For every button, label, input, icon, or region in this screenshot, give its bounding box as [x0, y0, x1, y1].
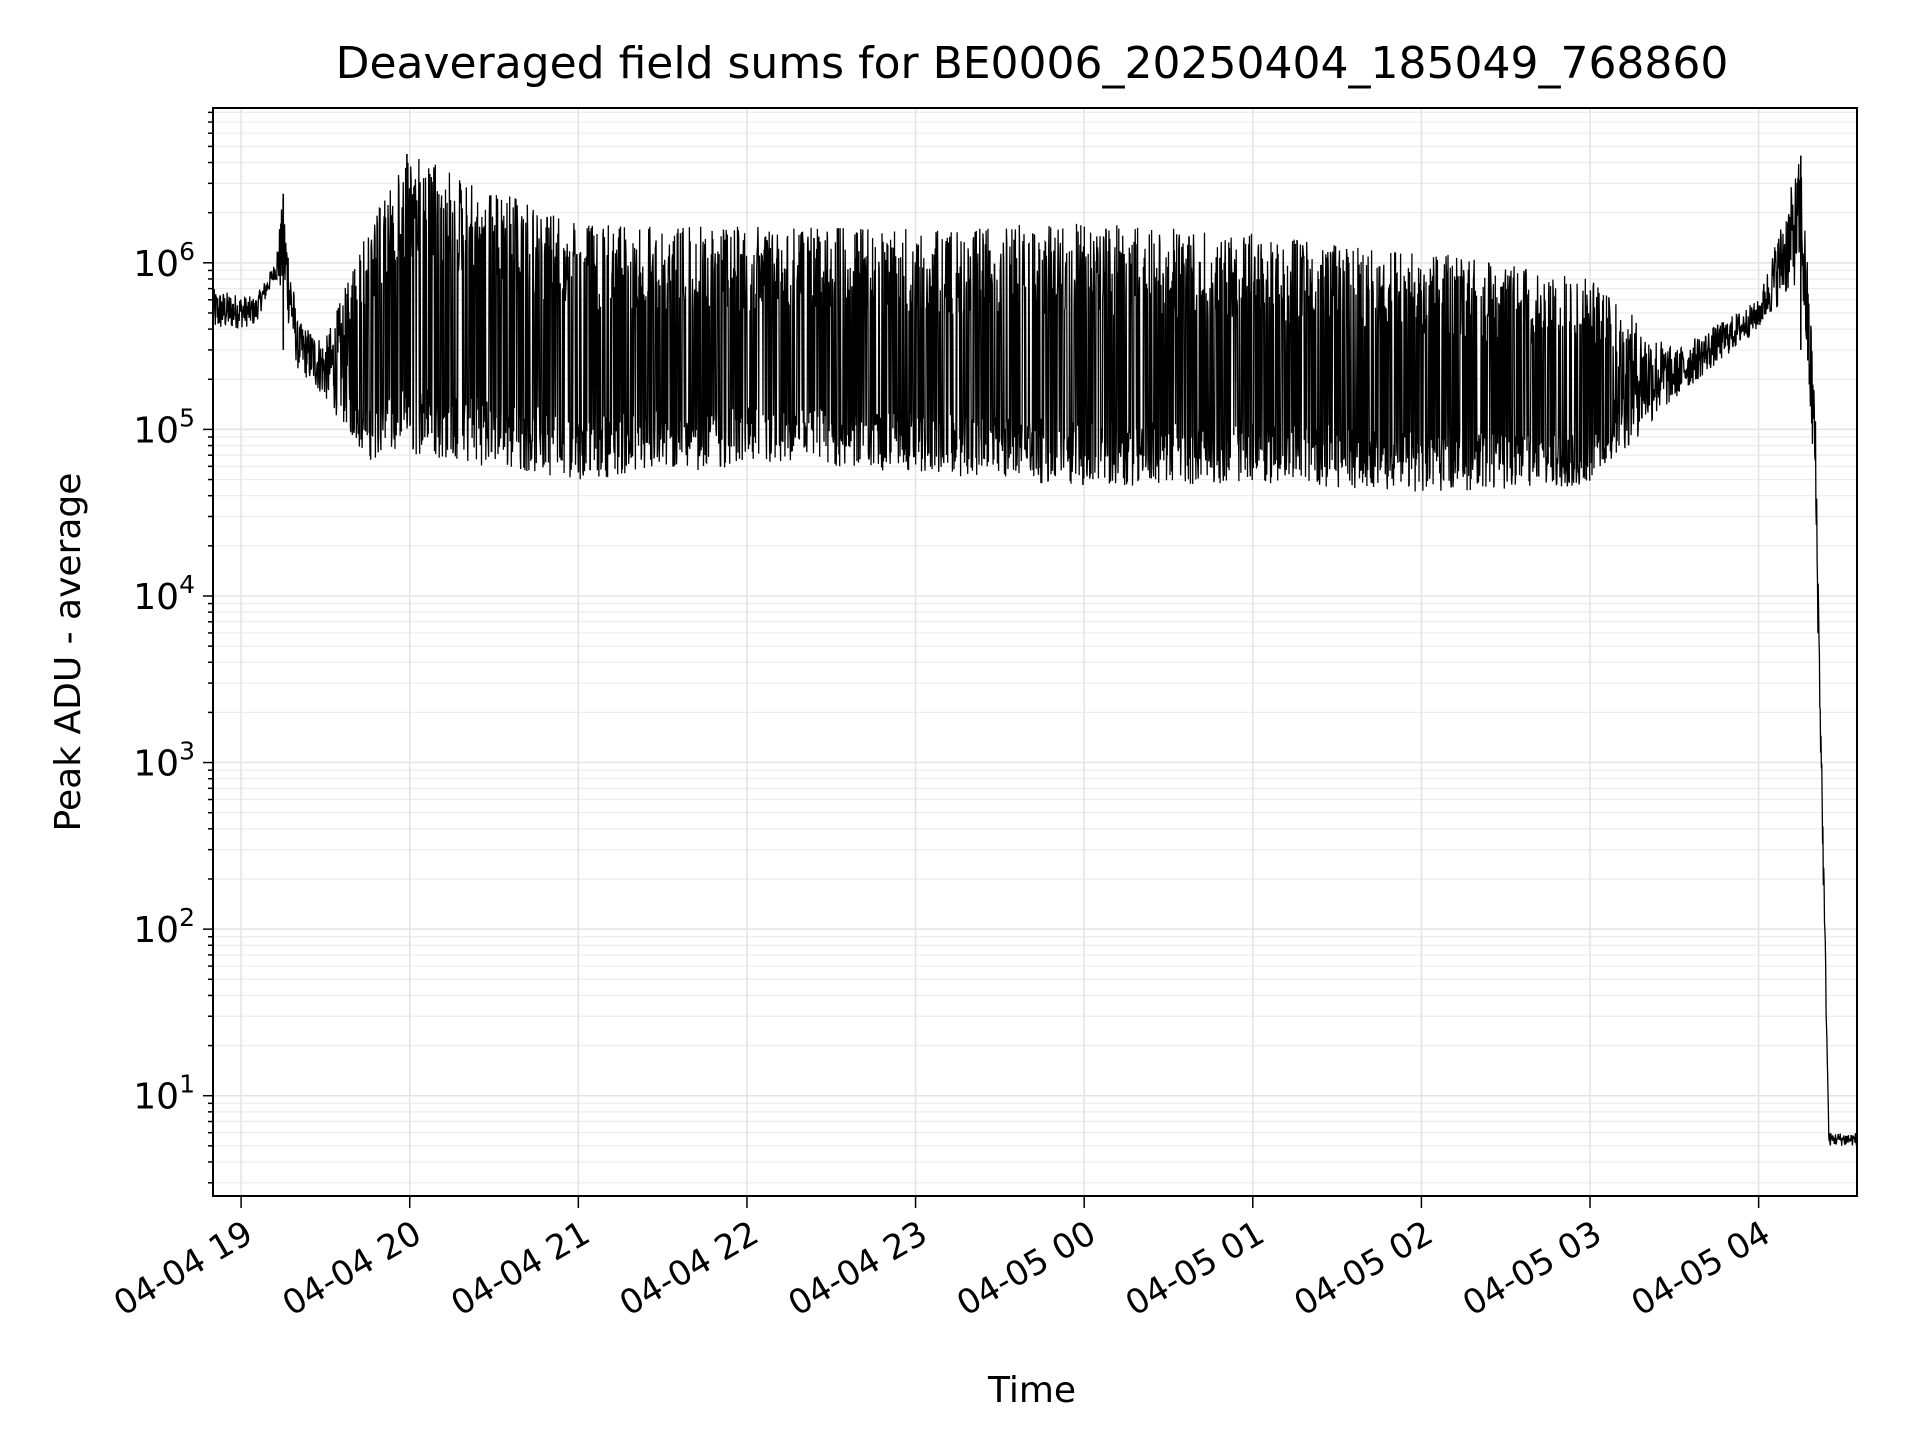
y-tick-label: 105 — [133, 403, 195, 451]
y-tick-label: 101 — [133, 1070, 195, 1118]
y-tick-label: 104 — [133, 570, 195, 618]
y-tick-label: 103 — [133, 737, 195, 785]
series-line — [212, 158, 1858, 1146]
y-axis-label: Peak ADU - average — [48, 473, 89, 832]
chart-title: Deaveraged field sums for BE0006_2025040… — [336, 38, 1729, 89]
series-layer — [212, 154, 1858, 1146]
y-tick-label: 102 — [133, 903, 195, 951]
x-axis-label: Time — [987, 1370, 1076, 1411]
plot-frame — [212, 107, 1858, 1197]
y-tick-label: 106 — [133, 237, 195, 285]
